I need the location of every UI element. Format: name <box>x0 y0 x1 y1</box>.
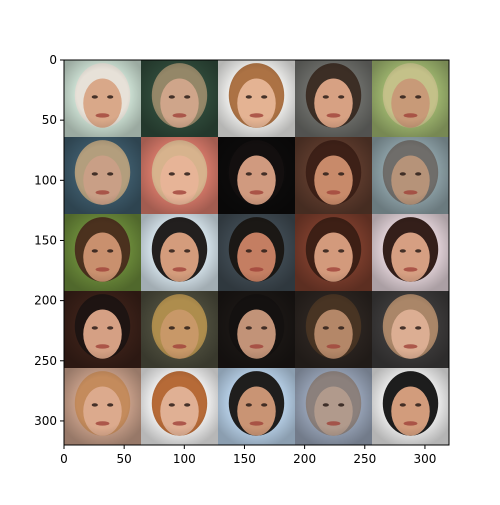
face-tile <box>372 137 449 214</box>
x-tick-label: 100 <box>173 452 196 466</box>
face-tile <box>141 291 218 368</box>
x-tick-label: 300 <box>413 452 436 466</box>
x-tick-label: 0 <box>60 452 68 466</box>
face-tile <box>372 291 449 368</box>
face-tile <box>64 137 141 214</box>
face-tile <box>141 214 218 291</box>
face-tile <box>218 368 295 445</box>
y-tick-label: 0 <box>49 53 57 67</box>
face-tile <box>372 368 449 445</box>
x-tick-label: 200 <box>293 452 316 466</box>
x-tick-label: 50 <box>117 452 132 466</box>
y-tick-label: 250 <box>34 354 57 368</box>
face-tile <box>218 214 295 291</box>
face-tile <box>64 60 141 137</box>
face-tile <box>141 137 218 214</box>
tiles-layer <box>64 60 449 445</box>
y-axis: 0 50 100 150 200 250 300 <box>34 53 64 428</box>
face-tile <box>295 60 372 137</box>
y-tick-label: 50 <box>42 113 57 127</box>
face-tile <box>295 291 372 368</box>
y-tick-label: 200 <box>34 294 57 308</box>
face-tile <box>295 368 372 445</box>
face-tile <box>64 214 141 291</box>
face-tile <box>218 60 295 137</box>
face-tile <box>141 368 218 445</box>
x-axis: 0 50 100 150 200 250 300 <box>60 445 436 466</box>
y-tick-label: 150 <box>34 233 57 247</box>
face-tile <box>295 214 372 291</box>
axes-frame <box>63 59 450 446</box>
face-tile <box>64 368 141 445</box>
y-tick-label: 300 <box>34 414 57 428</box>
face-tile <box>295 137 372 214</box>
face-tile <box>141 60 218 137</box>
x-tick-label: 150 <box>233 452 256 466</box>
face-tile <box>372 214 449 291</box>
face-tile <box>372 60 449 137</box>
face-tile <box>218 137 295 214</box>
y-tick-label: 100 <box>34 173 57 187</box>
face-tile <box>218 291 295 368</box>
face-tile <box>64 291 141 368</box>
x-tick-label: 250 <box>353 452 376 466</box>
